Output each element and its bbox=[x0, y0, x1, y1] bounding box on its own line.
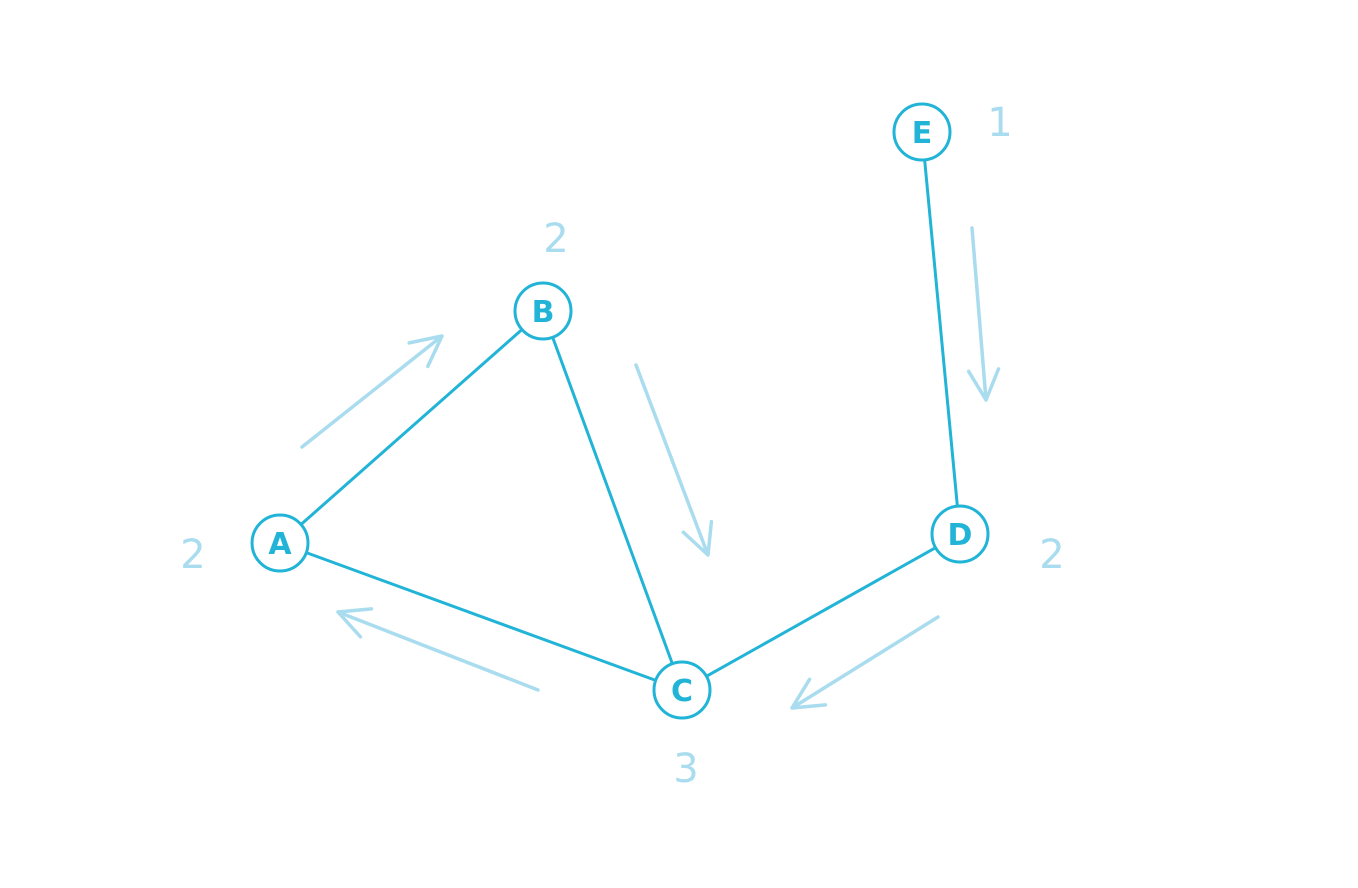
arrow-c-to-a bbox=[336, 607, 540, 692]
node-b-circle bbox=[513, 281, 573, 341]
node-c-weight: 3 bbox=[673, 746, 698, 792]
node-weights-layer: 2 2 3 2 1 bbox=[180, 100, 1064, 792]
node-b: B bbox=[513, 281, 573, 341]
node-a-label: A bbox=[268, 527, 292, 562]
node-d-label: D bbox=[948, 518, 973, 553]
node-e: E bbox=[892, 102, 952, 162]
node-d: D bbox=[930, 504, 990, 564]
node-b-weight: 2 bbox=[543, 216, 568, 262]
node-c: C bbox=[652, 660, 712, 720]
edge-d-e bbox=[923, 158, 959, 508]
arrow-e-to-d bbox=[966, 226, 1001, 402]
node-d-circle bbox=[930, 504, 990, 564]
node-e-label: E bbox=[912, 116, 933, 151]
node-a-circle bbox=[250, 513, 310, 573]
arrow-d-to-c bbox=[790, 615, 940, 710]
traversal-arrows-layer bbox=[300, 226, 1001, 710]
edge-c-a bbox=[304, 551, 658, 682]
edges-layer bbox=[299, 158, 959, 682]
arrow-a-to-b bbox=[300, 334, 444, 449]
node-a: A bbox=[250, 513, 310, 573]
node-c-circle bbox=[652, 660, 712, 720]
node-c-label: C bbox=[671, 674, 693, 709]
node-e-circle bbox=[892, 102, 952, 162]
edge-b-c bbox=[551, 335, 674, 666]
arrow-b-to-c bbox=[634, 363, 714, 557]
edge-a-b bbox=[299, 328, 524, 526]
node-b-label: B bbox=[532, 295, 555, 330]
node-d-weight: 2 bbox=[1039, 532, 1064, 578]
edge-c-d bbox=[704, 546, 938, 678]
node-a-weight: 2 bbox=[180, 532, 205, 578]
nodes-layer: A B C D E bbox=[250, 102, 990, 720]
node-e-weight: 1 bbox=[987, 100, 1012, 146]
